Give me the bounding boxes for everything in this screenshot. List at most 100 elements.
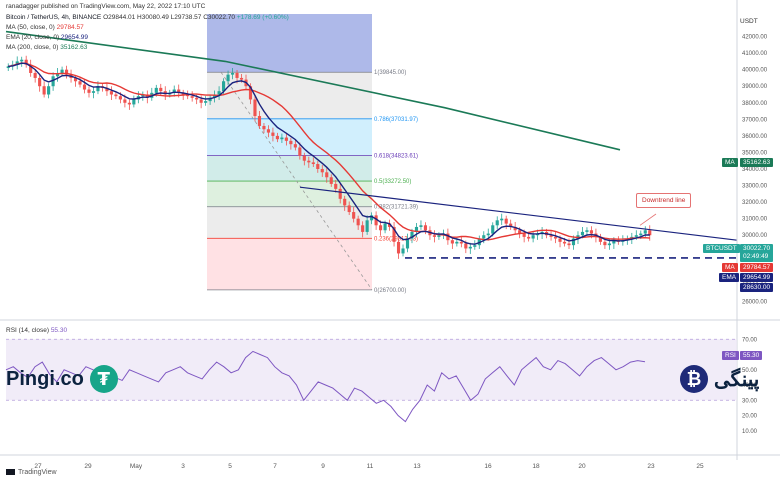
price-tick-label: 41000.00 [742, 51, 768, 57]
candle-body [15, 61, 19, 65]
candle-body [634, 235, 638, 237]
candle-body [307, 160, 311, 163]
price-tick-label: 42000.00 [742, 35, 768, 41]
candle-body [253, 99, 257, 117]
fibonacci-retracement: 1(39845.00) 0.786(37031.97) 0.618(34823.61… [207, 14, 418, 294]
candle-body [82, 84, 87, 90]
candle-body [87, 89, 91, 93]
time-tick-label: 7 [273, 463, 277, 470]
candle-body [311, 162, 315, 165]
ema20-legend-value: 29654.99 [60, 34, 89, 41]
pingi-logo-left: Pingi.co ₮ [6, 365, 118, 393]
time-tick-label: 18 [532, 463, 540, 470]
candle-body [482, 235, 486, 239]
symbol-line: Bitcoin / TetherUS, 4h, BINANCE O29844.0… [6, 14, 289, 21]
time-tick-label: 13 [413, 463, 421, 470]
price-tick-label: 33000.00 [742, 184, 768, 190]
ema20-line [8, 62, 650, 245]
candle-body [423, 225, 428, 231]
candle-body [401, 248, 405, 254]
bitcoin-icon: ₿ [680, 365, 708, 393]
last-price-badge: 30022.70 02:49:49 [740, 244, 774, 262]
candle-body [334, 183, 338, 189]
candle-body [172, 89, 176, 93]
candle-body [262, 125, 266, 130]
candle-body [329, 177, 333, 184]
candle-body [64, 69, 69, 75]
pingi-logo-right: ₿ پینگی [680, 365, 759, 393]
fib-level-label: 0.236(29813.03) [374, 236, 418, 242]
candle-body [549, 235, 553, 237]
fib-zone [207, 155, 372, 182]
candle-body [177, 89, 181, 93]
fib-level-label: 0.382(31721.39) [374, 205, 418, 211]
candle-body [284, 137, 288, 141]
candle-body [60, 69, 64, 73]
candle-body [585, 230, 589, 232]
candle-body [531, 235, 535, 239]
candle-body [598, 236, 602, 242]
bar-countdown: 02:49:49 [743, 253, 769, 260]
candle-body [159, 87, 163, 92]
ma200-legend[interactable]: MA (200, close, 0) 35162.63 [6, 44, 87, 51]
ma50-legend-label: MA (50, close, 0) [6, 24, 55, 31]
tradingview-footer[interactable]: TradingView [6, 469, 57, 476]
candle-body [195, 97, 199, 100]
fib-level-label: 0.786(37031.97) [374, 117, 418, 123]
ma50-legend[interactable]: MA (50, close, 0) 29784.57 [6, 24, 84, 31]
ma200-legend-label: MA (200, close, 0) [6, 44, 59, 51]
candle-body [109, 91, 113, 95]
candle-body [204, 101, 208, 103]
candle-body [612, 240, 616, 244]
candle-body [455, 241, 459, 244]
time-tick-label: 3 [181, 463, 185, 470]
candle-body [73, 77, 78, 82]
ma200-line [5, 30, 621, 151]
rsi-band [6, 339, 737, 401]
candle-body [298, 147, 302, 156]
candle-body [365, 220, 369, 232]
last-price: 30022.70 [743, 245, 771, 252]
ma200-badge: MA [722, 158, 738, 167]
fib-level-label: 0.5(33272.50) [374, 179, 411, 185]
candle-body [248, 86, 253, 100]
price-tick-label: 38000.00 [742, 101, 768, 107]
price-change: +178.69 (+0.60%) [236, 14, 289, 21]
candle-body [567, 243, 571, 246]
candle-body [280, 137, 284, 140]
rsi-legend[interactable]: RSI (14, close) 55.30 [6, 327, 67, 334]
downtrend-annotation: Downtrend line [636, 193, 692, 208]
candle-body [325, 172, 329, 178]
tradingview-footer-text: TradingView [18, 469, 57, 476]
candle-body [558, 238, 562, 242]
candle-body [96, 86, 100, 92]
candle-body [293, 144, 297, 148]
candle-body [414, 226, 419, 232]
support-price-badge: 28630.00 [740, 283, 774, 292]
fib-zone [207, 118, 372, 156]
candle-body [379, 225, 383, 231]
price-tick-label: 36000.00 [742, 134, 768, 140]
fib-zone [207, 206, 372, 239]
candle-body [603, 241, 607, 246]
candle-body [370, 215, 374, 221]
time-tick-label: 27 [34, 463, 42, 470]
price-tick-label: 39000.00 [742, 84, 768, 90]
candle-body [226, 74, 230, 82]
candle-body [464, 243, 468, 249]
candle-body [518, 230, 522, 234]
currency-label: USDT [740, 18, 758, 25]
candle-body [114, 94, 118, 97]
candle-body [580, 231, 585, 236]
ohlc-values: O29844.01 H30080.49 L29738.57 C30022.70 [103, 14, 235, 21]
candle-body [29, 64, 33, 73]
ma50-price-badge: 29784.57 [740, 263, 774, 272]
rsi-tick-label: 20.00 [742, 414, 758, 420]
time-tick-label: 23 [647, 463, 655, 470]
candle-body [230, 72, 235, 75]
candle-body [199, 99, 203, 103]
candle-body [486, 233, 490, 236]
candle-body [38, 77, 42, 87]
ema20-legend[interactable]: EMA (20, close, 0) 29654.99 [6, 34, 88, 41]
price-tick-label: 26000.00 [742, 299, 768, 305]
